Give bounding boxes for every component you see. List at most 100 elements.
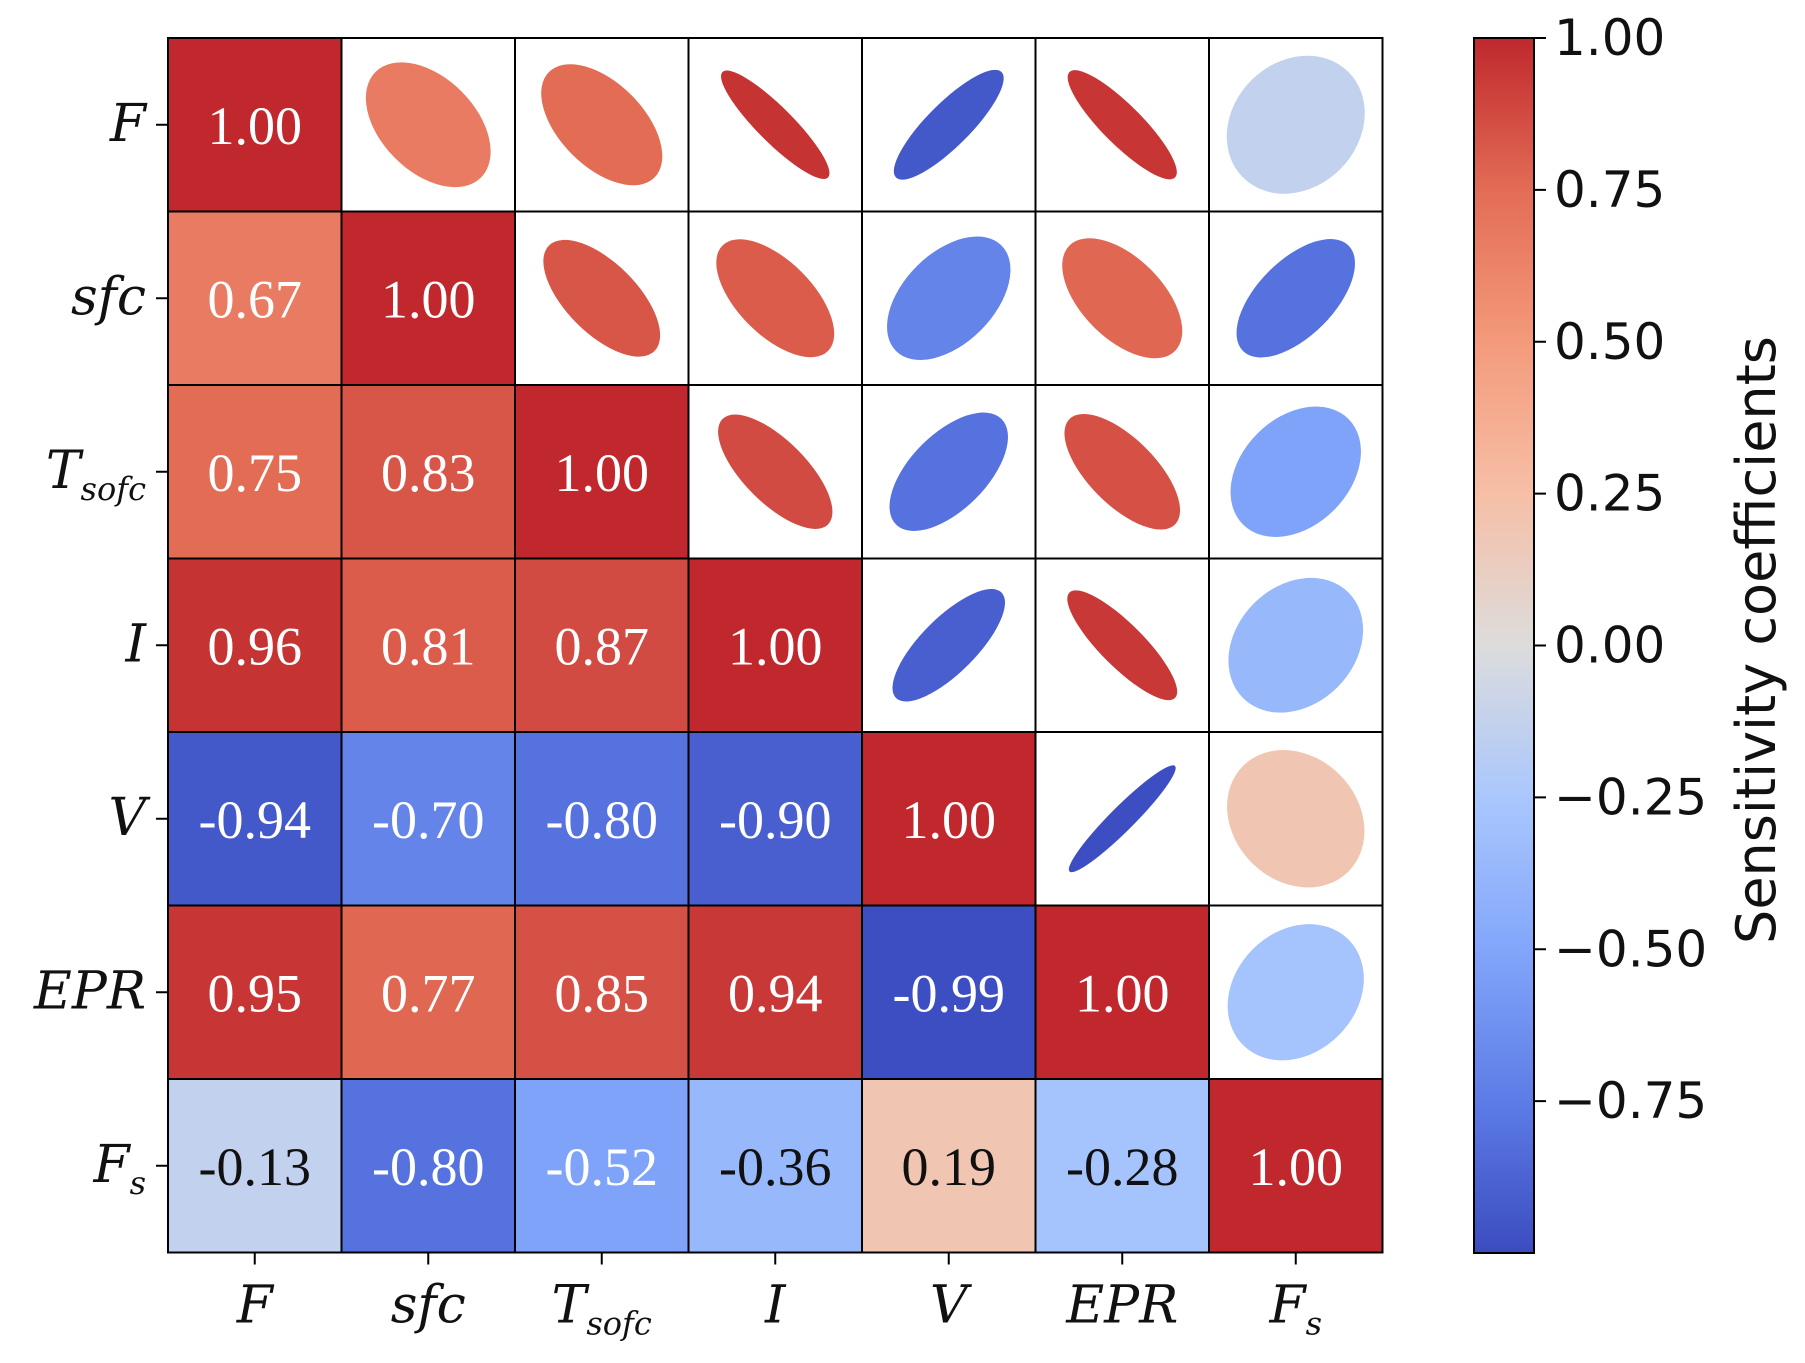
cell-epr-sfc xyxy=(340,904,516,1080)
x-label-v: V xyxy=(930,1276,972,1336)
ellipse-v-f-s xyxy=(1227,750,1365,888)
cell-value-label: -0.90 xyxy=(719,790,831,850)
cell-value-label: 1.00 xyxy=(1075,963,1170,1023)
ellipse-t-sofc-f-s xyxy=(1230,406,1361,537)
ellipse-sfc-i xyxy=(716,239,835,358)
cell-value-label: -0.52 xyxy=(546,1137,658,1197)
ellipse-i-f-s xyxy=(1228,577,1364,713)
ellipse-t-sofc-v xyxy=(889,412,1008,531)
ellipse-f-epr xyxy=(1067,70,1177,180)
cell-value-label: 0.67 xyxy=(208,269,303,329)
ellipse-sfc-t-sofc xyxy=(543,239,661,357)
cell-value-label: -0.36 xyxy=(719,1137,831,1197)
cell-f-s-epr xyxy=(1034,1078,1210,1254)
x-label-epr: EPR xyxy=(1065,1276,1178,1336)
cell-value-label: -0.70 xyxy=(372,790,484,850)
colorbar-tick-label: 0.50 xyxy=(1554,313,1665,371)
cell-epr-t-sofc xyxy=(514,904,690,1080)
ellipse-v-epr xyxy=(1068,765,1176,873)
cell-f-f xyxy=(167,37,343,213)
x-label-f-s: Fs xyxy=(1268,1276,1322,1343)
ellipse-t-sofc-i xyxy=(718,414,833,529)
cell-value-label: 1.00 xyxy=(381,269,476,329)
cell-value-label: -0.80 xyxy=(546,790,658,850)
colorbar-title: Sensitivity coefficients xyxy=(1725,336,1788,944)
cell-value-label: -0.28 xyxy=(1066,1137,1178,1197)
y-label-v: V xyxy=(108,788,150,848)
cell-value-label: -0.80 xyxy=(372,1137,484,1197)
cell-epr-f xyxy=(167,904,343,1080)
ellipse-i-epr xyxy=(1067,590,1178,701)
cell-f-s-i xyxy=(687,1078,863,1254)
cell-value-label: 0.19 xyxy=(902,1137,997,1197)
cell-i-t-sofc xyxy=(514,557,690,733)
cell-value-label: -0.99 xyxy=(893,963,1005,1023)
y-label-epr: EPR xyxy=(33,961,146,1021)
ellipse-f-v xyxy=(893,69,1004,180)
colorbar-tick-label: 1.00 xyxy=(1554,9,1665,67)
cell-epr-i xyxy=(687,904,863,1080)
y-label-f: F xyxy=(109,94,148,154)
colorbar-tick-label: 0.00 xyxy=(1554,617,1665,675)
cell-f-s-f-s xyxy=(1208,1078,1384,1254)
cell-i-sfc xyxy=(340,557,516,733)
ellipse-epr-f-s xyxy=(1227,924,1364,1061)
ellipse-i-v xyxy=(892,588,1006,702)
ellipse-f-i xyxy=(721,70,830,179)
cell-value-label: 0.87 xyxy=(555,616,650,676)
cell-i-i xyxy=(687,557,863,733)
cell-t-sofc-sfc xyxy=(340,384,516,560)
ellipse-sfc-epr xyxy=(1062,238,1183,359)
colorbar-tick-label: 0.75 xyxy=(1554,161,1665,219)
ellipse-f-sfc xyxy=(365,62,491,188)
cell-value-label: 0.77 xyxy=(381,963,476,1023)
cell-value-label: 1.00 xyxy=(208,96,303,156)
cell-v-i xyxy=(687,731,863,907)
ellipse-sfc-v xyxy=(887,236,1011,360)
x-label-i: I xyxy=(764,1276,787,1336)
cell-f-s-f xyxy=(167,1078,343,1254)
colorbar: 1.00 0.75 0.50 0.25 0.00 −0.25 −0.50 −0.75 Sens… xyxy=(1473,9,1788,1254)
cell-epr-epr xyxy=(1034,904,1210,1080)
ellipse-f-t-sofc xyxy=(541,64,663,186)
cell-value-label: 1.00 xyxy=(902,790,997,850)
colorbar-tick-label: −0.50 xyxy=(1554,920,1707,978)
cell-sfc-sfc xyxy=(340,210,516,386)
x-label-sfc: sfc xyxy=(391,1276,466,1336)
colorbar-ticks: 1.00 0.75 0.50 0.25 0.00 −0.25 −0.50 −0.75 xyxy=(1534,9,1707,1130)
cell-value-label: -0.13 xyxy=(199,1137,311,1197)
cell-value-label: 1.00 xyxy=(728,616,823,676)
y-label-i: I xyxy=(124,614,147,674)
ellipse-t-sofc-epr xyxy=(1064,413,1181,530)
colorbar-tick-label: −0.75 xyxy=(1554,1072,1707,1130)
colorbar-tick-label: −0.25 xyxy=(1554,768,1707,826)
cell-f-s-sfc xyxy=(340,1078,516,1254)
cell-v-t-sofc xyxy=(514,731,690,907)
cell-value-label: 0.75 xyxy=(208,443,303,503)
x-label-t-sofc: Tsofc xyxy=(552,1276,652,1343)
x-label-f: F xyxy=(236,1276,275,1336)
cell-t-sofc-t-sofc xyxy=(514,384,690,560)
cell-v-v xyxy=(861,731,1037,907)
y-label-sfc: sfc xyxy=(71,267,146,327)
y-label-t-sofc: Tsofc xyxy=(46,441,146,508)
cell-value-label: 0.96 xyxy=(208,616,303,676)
colorbar-tick-label: 0.25 xyxy=(1554,465,1665,523)
cell-value-label: 0.83 xyxy=(381,443,476,503)
cell-epr-v xyxy=(861,904,1037,1080)
ellipse-f-f-s xyxy=(1226,55,1365,194)
cell-value-label: 0.81 xyxy=(381,616,476,676)
cell-value-label: 1.00 xyxy=(1249,1137,1344,1197)
cell-value-label: 1.00 xyxy=(555,443,650,503)
ellipse-sfc-f-s xyxy=(1236,239,1355,358)
heatmap-cells: 1.00 0.67 1.00 0.75 0.83 1.00 0.96 0.81 0.87 1.00… xyxy=(167,37,1384,1254)
colorbar-gradient xyxy=(1473,37,1535,1254)
cell-value-label: 0.94 xyxy=(728,963,823,1023)
cell-v-sfc xyxy=(340,731,516,907)
y-label-f-s: Fs xyxy=(92,1135,146,1202)
cell-value-label: 0.85 xyxy=(555,963,650,1023)
cell-value-label: -0.94 xyxy=(199,790,311,850)
